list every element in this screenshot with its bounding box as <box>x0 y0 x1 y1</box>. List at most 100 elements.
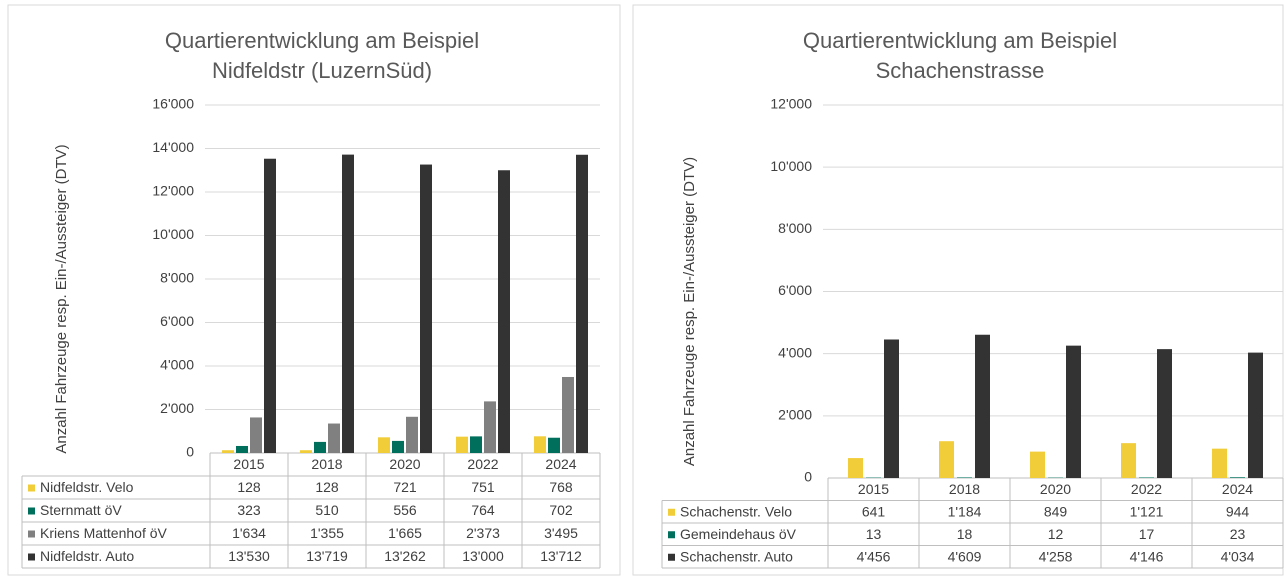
panel <box>7 4 621 576</box>
bar <box>498 170 510 453</box>
y-tick-label: 6'000 <box>160 313 194 329</box>
data-label: 4'034 <box>1221 548 1255 564</box>
data-label: 128 <box>315 479 339 495</box>
bar <box>378 437 390 453</box>
legend-swatch <box>28 553 35 561</box>
bar <box>264 158 276 453</box>
data-label: 641 <box>862 503 886 519</box>
x-tick-label: 2015 <box>233 456 264 472</box>
legend-label: Kriens Mattenhof öV <box>40 525 168 541</box>
bar <box>456 436 468 453</box>
data-label: 721 <box>393 479 417 495</box>
data-label: 4'258 <box>1039 548 1073 564</box>
y-tick-label: 2'000 <box>778 407 812 423</box>
y-axis-label: Anzahl Fahrzeuge resp. Ein-/Aussteiger (… <box>53 144 70 453</box>
bar <box>975 334 990 478</box>
y-tick-label: 8'000 <box>160 270 194 286</box>
data-label: 13'719 <box>306 548 348 564</box>
x-tick-label: 2018 <box>311 456 342 472</box>
chart-title: Schachenstrasse <box>876 58 1045 83</box>
data-label: 13 <box>866 526 882 542</box>
data-label: 1'355 <box>310 525 344 541</box>
data-label: 23 <box>1230 526 1246 542</box>
y-tick-label: 12'000 <box>770 96 812 112</box>
data-label: 702 <box>549 502 573 518</box>
data-label: 3'495 <box>544 525 578 541</box>
bar <box>534 436 546 453</box>
data-label: 944 <box>1226 503 1250 519</box>
data-label: 1'184 <box>948 503 982 519</box>
data-label: 13'530 <box>228 548 270 564</box>
legend-label: Sternmatt öV <box>40 502 122 518</box>
legend-swatch <box>668 553 675 561</box>
data-label: 4'146 <box>1130 548 1164 564</box>
x-tick-label: 2020 <box>389 456 420 472</box>
legend-swatch <box>28 484 35 492</box>
bar <box>1121 443 1136 478</box>
data-label: 849 <box>1044 503 1068 519</box>
legend-swatch <box>668 508 675 516</box>
data-label: 13'712 <box>540 548 582 564</box>
data-label: 510 <box>315 502 339 518</box>
bar <box>314 441 326 453</box>
data-label: 1'634 <box>232 525 266 541</box>
legend-label: Nidfeldstr. Velo <box>40 479 134 495</box>
bar <box>236 445 248 453</box>
bar <box>548 437 560 453</box>
x-tick-label: 2015 <box>858 481 889 497</box>
bar <box>1157 349 1172 478</box>
x-tick-label: 2024 <box>1222 481 1253 497</box>
bar <box>1248 352 1263 478</box>
bar <box>222 450 234 453</box>
y-tick-label: 8'000 <box>778 220 812 236</box>
x-tick-label: 2024 <box>545 456 576 472</box>
data-label: 323 <box>237 502 261 518</box>
y-tick-label: 10'000 <box>152 226 194 242</box>
bar <box>484 401 496 453</box>
bar <box>392 440 404 453</box>
y-tick-label: 12'000 <box>152 183 194 199</box>
legend-label: Nidfeldstr. Auto <box>40 548 134 564</box>
data-label: 751 <box>471 479 495 495</box>
bar <box>939 441 954 478</box>
bar <box>884 339 899 478</box>
bar <box>848 458 863 478</box>
x-tick-label: 2022 <box>1131 481 1162 497</box>
data-label: 2'373 <box>466 525 500 541</box>
chart-title: Quartierentwicklung am Beispiel <box>165 28 479 53</box>
data-label: 556 <box>393 502 417 518</box>
bar <box>328 423 340 453</box>
legend-swatch <box>28 530 35 538</box>
panel <box>632 4 1284 576</box>
legend-label: Schachenstr. Velo <box>680 503 792 519</box>
data-label: 17 <box>1139 526 1155 542</box>
legend-swatch <box>28 507 35 515</box>
data-label: 768 <box>549 479 573 495</box>
data-label: 764 <box>471 502 495 518</box>
y-tick-label: 10'000 <box>770 158 812 174</box>
legend-swatch <box>668 531 675 539</box>
bar <box>470 436 482 453</box>
chart-title: Nidfeldstr (LuzernSüd) <box>212 58 432 83</box>
data-label: 1'121 <box>1130 503 1164 519</box>
y-tick-label: 4'000 <box>160 357 194 373</box>
chart-title: Quartierentwicklung am Beispiel <box>803 28 1117 53</box>
data-label: 18 <box>957 526 973 542</box>
bar <box>342 154 354 453</box>
x-tick-label: 2018 <box>949 481 980 497</box>
legend-label: Schachenstr. Auto <box>680 548 793 564</box>
data-label: 4'456 <box>857 548 891 564</box>
y-tick-label: 2'000 <box>160 400 194 416</box>
data-label: 4'609 <box>948 548 982 564</box>
bar <box>420 164 432 453</box>
data-label: 1'665 <box>388 525 422 541</box>
bar <box>1139 477 1154 478</box>
y-tick-label: 14'000 <box>152 139 194 155</box>
bar <box>562 376 574 453</box>
y-axis-label: Anzahl Fahrzeuge resp. Ein-/Aussteiger (… <box>681 157 698 466</box>
y-tick-label: 16'000 <box>152 96 194 112</box>
bar <box>957 477 972 478</box>
y-tick-label: 4'000 <box>778 344 812 360</box>
bar <box>406 416 418 453</box>
bar <box>1230 477 1245 478</box>
